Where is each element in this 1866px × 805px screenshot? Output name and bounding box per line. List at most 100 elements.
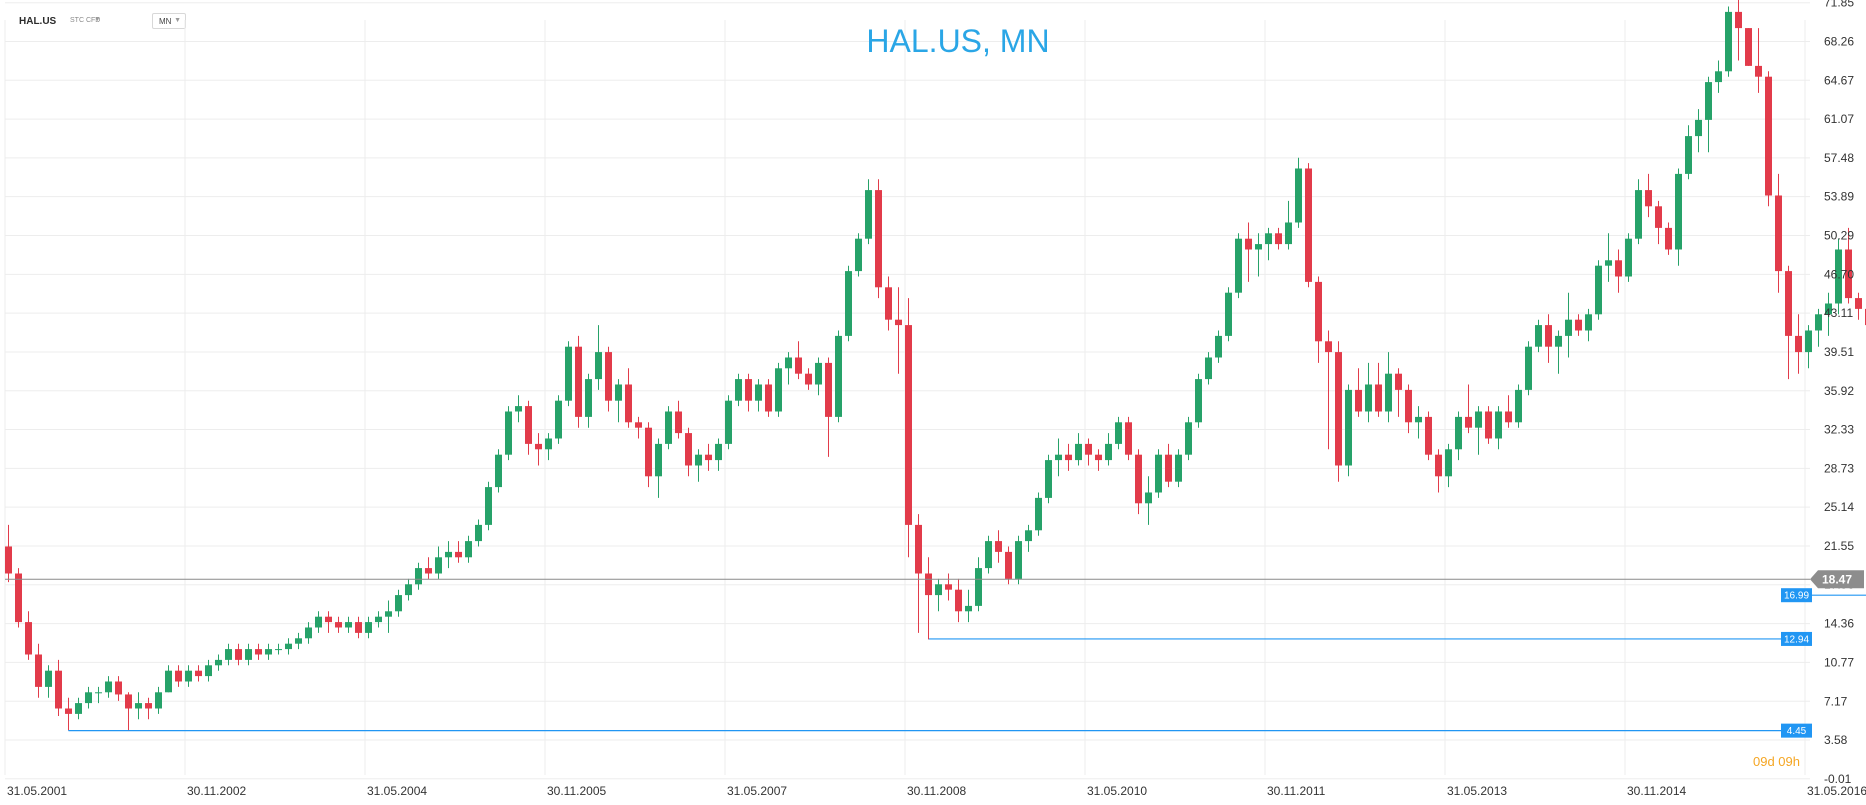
candle-body (15, 573, 22, 623)
candle-body (625, 384, 632, 423)
candle-body (1845, 249, 1852, 299)
candle-body (1685, 136, 1692, 174)
candle-body (1465, 416, 1472, 428)
candle-body (1835, 249, 1842, 304)
candle-body (1765, 76, 1772, 196)
candle (275, 643, 282, 655)
candle (245, 643, 252, 666)
candle (1295, 157, 1302, 228)
candle (185, 665, 192, 687)
y-tick-label: 68.26 (1824, 34, 1854, 48)
candle-body (1035, 497, 1042, 531)
candle (695, 449, 702, 482)
x-tick-label: 31.05.2016 (1807, 784, 1866, 798)
y-tick-label: 50.29 (1824, 229, 1854, 243)
candle-body (815, 362, 822, 385)
candle (735, 373, 742, 407)
candle (445, 541, 452, 569)
candle-body (1445, 449, 1452, 477)
candle (415, 562, 422, 590)
current-price-group: 18.47 (5, 570, 1864, 589)
candle (1765, 71, 1772, 207)
current-price-label: 18.47 (1822, 573, 1852, 587)
candle-body (1125, 422, 1132, 455)
candle (345, 616, 352, 633)
candle-body (425, 568, 432, 574)
candles (5, 0, 1866, 731)
candle-body (115, 681, 122, 695)
candle (1565, 292, 1572, 358)
candle-body (1235, 238, 1242, 293)
candle (1035, 492, 1042, 536)
candle-body (345, 622, 352, 628)
candle (645, 422, 652, 488)
candle-body (95, 692, 102, 694)
candle-body (1785, 271, 1792, 336)
candle (1685, 125, 1692, 180)
candle (955, 578, 962, 623)
candle (815, 357, 822, 396)
candle-body (85, 692, 92, 704)
candle-body (825, 362, 832, 417)
candle (1015, 535, 1022, 585)
candle (1505, 395, 1512, 428)
candle-body (65, 708, 72, 714)
candle-body (1795, 335, 1802, 353)
y-tick-label: 71.85 (1824, 0, 1854, 10)
candle-body (985, 541, 992, 569)
candle (1355, 368, 1362, 417)
candle-body (775, 368, 782, 412)
y-tick-label: 14.36 (1824, 617, 1854, 631)
candle (915, 514, 922, 633)
candle (135, 692, 142, 720)
candle-body (75, 703, 82, 714)
candle-body (1295, 168, 1302, 223)
candle (685, 427, 692, 477)
candle-body (1265, 233, 1272, 245)
symbol-label[interactable]: HAL.US (19, 16, 57, 27)
candle-countdown: 09d 09h (1753, 754, 1800, 769)
candle (385, 600, 392, 633)
candle (605, 346, 612, 412)
candle (1745, 28, 1752, 66)
candle (1085, 438, 1092, 466)
candle-body (1455, 416, 1462, 450)
candle-body (925, 573, 932, 596)
instrument-dropdown-chevron-icon[interactable]: ▼ (94, 16, 101, 23)
candle (565, 341, 572, 407)
candle-body (1415, 416, 1422, 423)
candle-body (965, 605, 972, 612)
candle-body (1575, 319, 1582, 331)
candle (375, 611, 382, 628)
candle-body (1285, 222, 1292, 245)
candle (945, 573, 952, 601)
candle (1465, 384, 1472, 434)
x-tick-label: 31.05.2007 (727, 784, 787, 798)
candle (215, 654, 222, 671)
level-label: 12.94 (1784, 634, 1809, 645)
candle (1405, 384, 1412, 434)
candle (765, 379, 772, 417)
candle-body (1635, 190, 1642, 239)
candle (1735, 0, 1742, 61)
candle-body (975, 568, 982, 606)
candle-body (1205, 357, 1212, 380)
candle (475, 519, 482, 547)
candle (1725, 6, 1732, 77)
candle-body (1525, 346, 1532, 390)
y-tick-label: 28.73 (1824, 461, 1854, 475)
candle (725, 395, 732, 450)
y-tick-label: 3.58 (1824, 733, 1848, 747)
candle-body (1275, 233, 1282, 245)
candle (835, 330, 842, 423)
candle (1475, 406, 1482, 455)
current-price-tag (1810, 570, 1864, 589)
candle (15, 568, 22, 628)
candle (175, 665, 182, 687)
candle (1005, 546, 1012, 585)
candle-body (455, 551, 462, 558)
candle-body (155, 692, 162, 709)
candle-body (465, 541, 472, 558)
candle-body (1175, 454, 1182, 482)
